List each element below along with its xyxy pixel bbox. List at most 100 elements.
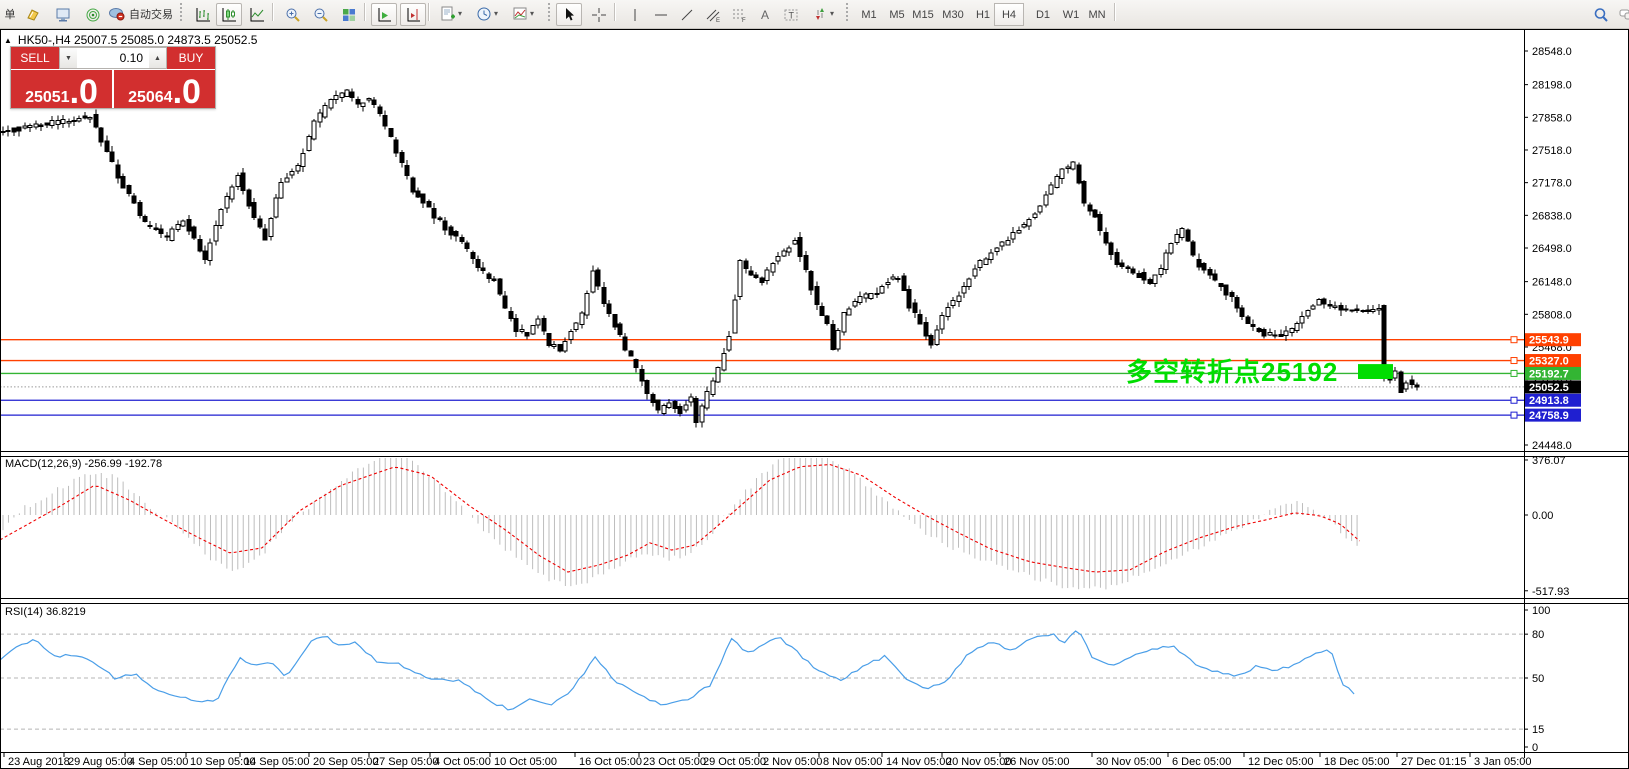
tf-d1-button[interactable]: D1 [1035,8,1051,21]
svg-text:14 Sep 05:00: 14 Sep 05:00 [244,756,309,768]
price-tag-25327.0: 25327.0 [1525,354,1581,368]
svg-text:30 Nov 05:00: 30 Nov 05:00 [1096,756,1161,768]
buy-button[interactable]: BUY [167,47,215,69]
one-click-trading-panel: SELL ▼ 0.10 ▲ BUY 25051.0 25064.0 [10,46,216,109]
svg-text:27178.0: 27178.0 [1532,178,1572,190]
chart-title: ▲ HK50-,H4 25007.5 25085.0 24873.5 25052… [4,33,257,47]
bar-chart-icon[interactable] [190,3,216,26]
signal-icon[interactable] [80,3,106,26]
templates-button[interactable]: ▾ [506,3,540,24]
highlight-box[interactable] [1358,364,1393,379]
svg-text:F: F [742,18,746,23]
channel-tool-icon[interactable]: E [700,3,726,26]
tf-h4-button[interactable]: H4 [994,3,1024,26]
cursor-icon[interactable] [556,3,582,26]
svg-text:376.07: 376.07 [1532,455,1566,467]
clock-icon [477,7,491,20]
svg-text:E: E [716,18,720,23]
tf-m30-button[interactable]: M30 [942,8,964,21]
search-icon[interactable] [1588,3,1614,26]
toolbar-separator [614,3,616,21]
autotrading-button[interactable]: 自动交易 [108,3,180,24]
volume-increase-button[interactable]: ▲ [149,48,166,68]
svg-text:27858.0: 27858.0 [1532,112,1572,124]
order-book-icon[interactable] [20,3,46,26]
arrows-button[interactable]: ▾ [806,3,840,24]
svg-text:0: 0 [1532,742,1538,754]
toolbar-grip[interactable] [846,3,853,21]
svg-text:25808.0: 25808.0 [1532,309,1572,321]
svg-text:26498.0: 26498.0 [1532,243,1572,255]
svg-text:50: 50 [1532,673,1544,685]
new-order-label-fragment[interactable]: 单 [4,8,16,21]
chart-canvas: 28548.0 28198.0 27858.0 27518.0 27178.0 26838… [0,29,1629,769]
svg-text:25192.7: 25192.7 [1529,368,1569,380]
vertical-line-tool-icon[interactable] [622,3,648,26]
indicators-button[interactable]: ▾ [434,3,468,24]
collapse-marker-icon[interactable]: ▲ [4,35,12,45]
svg-text:26838.0: 26838.0 [1532,210,1572,222]
svg-text:4 Oct 05:00: 4 Oct 05:00 [434,756,491,768]
dropdown-caret-icon: ▾ [529,9,534,18]
tf-w1-button[interactable]: W1 [1062,8,1080,21]
chat-icon[interactable] [1614,3,1629,26]
volume-input[interactable]: 0.10 [119,51,143,65]
toolbar-grip[interactable] [548,3,555,21]
text-tool-icon[interactable]: A [752,3,778,26]
line-chart-icon[interactable] [244,3,270,26]
crosshair-icon[interactable] [586,3,612,26]
macd-panel: 376.07 0.00 -517.93 [0,455,1569,598]
toolbar-separator [1114,3,1116,21]
tf-h1-button[interactable]: H1 [975,8,991,21]
price-tag-24913.8: 24913.8 [1525,393,1581,407]
svg-text:16 Oct 05:00: 16 Oct 05:00 [579,756,642,768]
candlestick-chart-icon[interactable] [216,3,242,26]
sell-price-display[interactable]: 25051.0 [11,70,112,109]
tf-m1-button[interactable]: M1 [861,8,877,21]
toolbar-separator [428,3,430,21]
terminal-icon[interactable] [50,3,76,26]
svg-text:-517.93: -517.93 [1532,586,1569,598]
dropdown-caret-icon: ▾ [493,9,498,18]
buy-price-display[interactable]: 25064.0 [114,70,215,109]
svg-text:10 Oct 05:00: 10 Oct 05:00 [494,756,557,768]
svg-text:28198.0: 28198.0 [1532,80,1572,92]
tile-windows-icon[interactable] [336,3,362,26]
svg-text:26148.0: 26148.0 [1532,277,1572,289]
fibonacci-tool-icon[interactable]: F [726,3,752,26]
toolbar-separator [364,3,366,21]
tf-m15-button[interactable]: M15 [912,8,934,21]
dropdown-caret-icon: ▾ [457,9,462,18]
chart-window: 28548.0 28198.0 27858.0 27518.0 27178.0 26838… [0,29,1629,769]
auto-scroll-icon[interactable] [371,3,397,26]
svg-text:25543.9: 25543.9 [1529,335,1569,347]
svg-text:25327.0: 25327.0 [1529,356,1569,368]
svg-text:100: 100 [1532,605,1550,617]
svg-text:T: T [789,10,795,20]
tf-mn-button[interactable]: MN [1088,8,1106,21]
text-label-tool-icon[interactable]: T [778,3,804,26]
rsi-panel: 100 80 50 15 0 [0,605,1550,754]
chart-title-text: HK50-,H4 25007.5 25085.0 24873.5 25052.5 [17,33,258,47]
sell-button[interactable]: SELL [11,47,59,69]
price-tag-25543.9: 25543.9 [1525,333,1581,347]
toolbar-separator [272,3,274,21]
chart-shift-icon[interactable] [400,3,426,26]
volume-decrease-button[interactable]: ▼ [60,48,77,68]
svg-text:29 Oct 05:00: 29 Oct 05:00 [703,756,766,768]
toolbar-grip[interactable] [180,3,187,21]
level-lines[interactable] [0,336,1524,419]
price-tag-25192.7: 25192.7 [1525,366,1581,380]
svg-text:2 Nov 05:00: 2 Nov 05:00 [763,756,822,768]
tf-m5-button[interactable]: M5 [889,8,905,21]
svg-text:24448.0: 24448.0 [1532,440,1572,452]
pivot-annotation-text[interactable]: 多空转折点25192 [1126,357,1339,387]
timeframes-button[interactable]: ▾ [470,3,504,24]
horizontal-line-tool-icon[interactable] [648,3,674,26]
trendline-tool-icon[interactable] [674,3,700,26]
macd-label: MACD(12,26,9) -256.99 -192.78 [5,458,163,470]
zoom-in-icon[interactable] [280,3,306,26]
zoom-out-icon[interactable] [308,3,334,26]
